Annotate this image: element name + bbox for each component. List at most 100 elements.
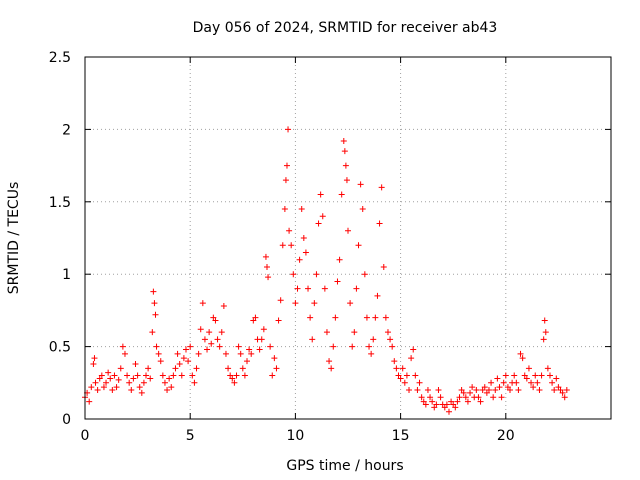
data-point <box>368 350 375 357</box>
grid <box>85 57 611 419</box>
data-point <box>321 285 328 292</box>
data-point <box>263 263 270 270</box>
data-point <box>311 300 318 307</box>
data-point <box>481 384 488 391</box>
data-point <box>91 355 98 362</box>
data-point <box>155 350 162 357</box>
data-point <box>88 384 95 391</box>
data-point <box>523 375 530 382</box>
data-point <box>140 379 147 386</box>
data-point <box>307 314 314 321</box>
data-point <box>296 256 303 263</box>
data-point <box>338 191 345 198</box>
data-point <box>323 329 330 336</box>
x-tick-label: 5 <box>186 428 195 444</box>
data-point <box>225 365 232 372</box>
data-point <box>191 379 198 386</box>
data-point <box>475 394 482 401</box>
plot-frame <box>84 56 612 420</box>
data-point <box>355 242 362 249</box>
data-point <box>424 387 431 394</box>
data-point <box>443 401 450 408</box>
data-point <box>328 365 335 372</box>
data-point <box>435 387 442 394</box>
data-point <box>416 379 423 386</box>
data-point <box>185 358 192 365</box>
data-point <box>172 365 179 372</box>
data-point <box>515 387 522 394</box>
data-point <box>374 292 381 299</box>
data-point <box>290 271 297 278</box>
x-tick-label: 20 <box>497 428 515 444</box>
data-point <box>511 372 518 379</box>
data-point <box>477 398 484 405</box>
data-point <box>534 379 541 386</box>
data-point <box>152 311 159 318</box>
data-point <box>212 317 219 324</box>
data-point <box>269 372 276 379</box>
data-point <box>538 372 545 379</box>
data-point <box>490 394 497 401</box>
data-point <box>488 379 495 386</box>
tick-labels: 0 5 10 15 20 0 0.5 1 1.5 2 2.5 <box>49 50 515 444</box>
data-point <box>206 329 213 336</box>
data-point <box>496 384 503 391</box>
x-tick-label: 0 <box>81 428 90 444</box>
data-point <box>275 317 282 324</box>
data-point <box>456 394 463 401</box>
data-point <box>378 184 385 191</box>
data-point <box>326 358 333 365</box>
data-point <box>214 336 221 343</box>
data-point <box>372 314 379 321</box>
data-point <box>427 394 434 401</box>
data-point <box>359 206 366 213</box>
data-point <box>357 181 364 188</box>
data-point <box>222 350 229 357</box>
data-point <box>536 387 543 394</box>
data-point <box>559 389 566 396</box>
data-point <box>467 389 474 396</box>
data-point <box>408 355 415 362</box>
y-tick-label: 1.5 <box>49 195 71 211</box>
y-axis-label: SRMTID / TECUs <box>6 182 22 295</box>
data-point <box>288 242 295 249</box>
data-point <box>384 329 391 336</box>
data-point <box>334 278 341 285</box>
data-point <box>549 379 556 386</box>
data-point <box>166 375 173 382</box>
data-point <box>237 350 244 357</box>
data-point <box>176 360 183 367</box>
data-point <box>281 206 288 213</box>
data-point <box>195 350 202 357</box>
data-point <box>100 384 107 391</box>
data-point <box>124 372 131 379</box>
data-point <box>128 387 135 394</box>
data-point <box>315 220 322 227</box>
data-point <box>542 329 549 336</box>
data-point <box>180 355 187 362</box>
data-point <box>279 242 286 249</box>
data-point <box>414 387 421 394</box>
data-point <box>216 343 223 350</box>
data-point <box>309 336 316 343</box>
data-point <box>397 375 404 382</box>
data-point <box>111 372 118 379</box>
data-point <box>525 365 532 372</box>
data-point <box>248 350 255 357</box>
y-tick-label: 0.5 <box>49 340 71 356</box>
data-point <box>332 314 339 321</box>
data-point <box>98 372 105 379</box>
data-point <box>319 213 326 220</box>
data-point <box>157 358 164 365</box>
data-point <box>393 365 400 372</box>
data-point <box>507 387 514 394</box>
data-point <box>92 379 99 386</box>
data-point <box>285 126 292 133</box>
data-point <box>546 372 553 379</box>
data-point <box>252 314 259 321</box>
data-point <box>406 387 413 394</box>
data-point <box>241 372 248 379</box>
data-point <box>403 372 410 379</box>
data-point <box>119 343 126 350</box>
